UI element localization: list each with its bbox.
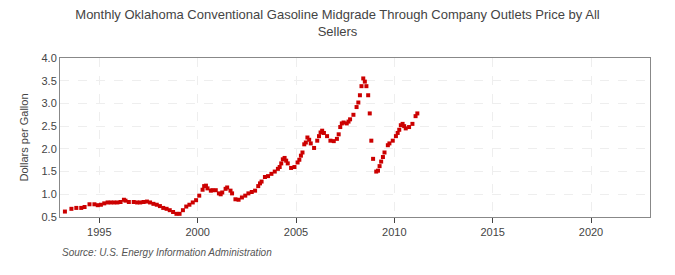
svg-text:1.5: 1.5 — [42, 165, 57, 177]
svg-text:2005: 2005 — [284, 226, 308, 238]
svg-text:2020: 2020 — [579, 226, 603, 238]
svg-text:2015: 2015 — [480, 226, 504, 238]
svg-text:3.0: 3.0 — [42, 97, 57, 109]
svg-text:2.5: 2.5 — [42, 120, 57, 132]
svg-text:Monthly Oklahoma Conventional: Monthly Oklahoma Conventional Gasoline M… — [75, 7, 599, 39]
svg-text:3.5: 3.5 — [42, 75, 57, 87]
svg-text:2010: 2010 — [382, 226, 406, 238]
svg-text:1.0: 1.0 — [42, 188, 57, 200]
svg-text:Source: U.S. Energy Informatio: Source: U.S. Energy Information Administ… — [62, 247, 272, 258]
svg-text:2.0: 2.0 — [42, 143, 57, 155]
svg-text:2000: 2000 — [185, 226, 209, 238]
svg-text:4.0: 4.0 — [42, 52, 57, 64]
svg-text:0.5: 0.5 — [42, 211, 57, 223]
svg-text:1995: 1995 — [87, 226, 111, 238]
svg-text:Dollars per Gallon: Dollars per Gallon — [18, 93, 30, 181]
